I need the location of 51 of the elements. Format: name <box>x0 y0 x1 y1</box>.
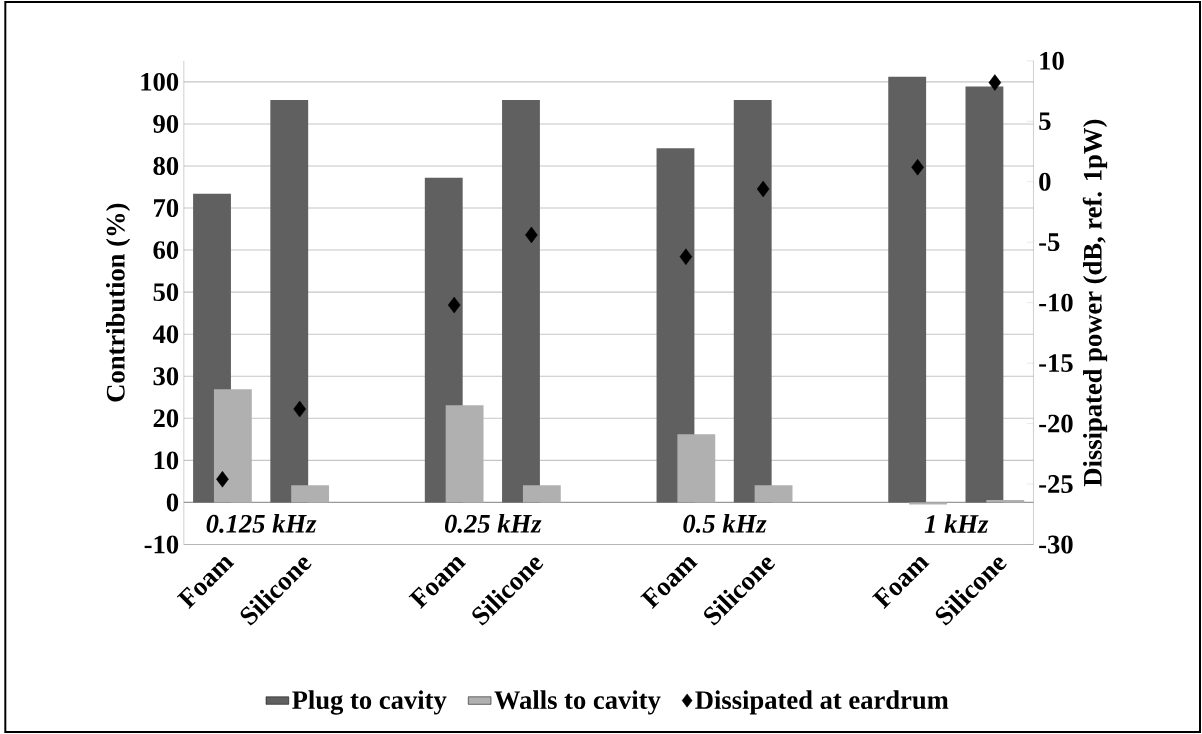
y-tick-label: 50 <box>153 283 179 302</box>
y2-tick-label: -20 <box>1039 414 1073 433</box>
bar <box>445 405 484 503</box>
y2-tick-label: -5 <box>1039 233 1060 252</box>
bar <box>677 434 716 503</box>
annotation: 1 kHz <box>924 514 989 533</box>
annotation: 0.25 kHz <box>444 514 542 533</box>
y-tick-label: 90 <box>153 114 179 133</box>
annotation: 0.5 kHz <box>683 514 767 533</box>
bar <box>754 485 793 503</box>
bar <box>502 99 540 503</box>
y2-tick-label: -15 <box>1039 354 1073 373</box>
y-axis-title: Contribution (%) <box>105 203 131 402</box>
y-tick-label: -10 <box>144 535 179 554</box>
legend-label: Dissipated at eardrum <box>695 690 949 715</box>
point <box>679 248 693 265</box>
y-tick-label: 80 <box>153 157 179 175</box>
y2-tick-label: 0 <box>1039 172 1051 191</box>
point <box>911 159 924 176</box>
y-tick-label: 20 <box>153 409 179 428</box>
y2-axis-title: Dissipated power (dB, ref. 1pW) <box>1082 119 1108 487</box>
bar <box>909 502 947 505</box>
point <box>756 180 770 198</box>
bar <box>522 485 561 503</box>
y-tick-label: 40 <box>152 325 179 344</box>
y2-tick-label: -10 <box>1039 293 1073 312</box>
point <box>525 226 538 244</box>
bar <box>965 86 1004 503</box>
point <box>293 400 306 418</box>
bar <box>733 99 772 503</box>
point <box>988 74 1002 91</box>
annotation: 0.125 kHz <box>206 514 317 533</box>
y-tick-label: 100 <box>141 72 179 91</box>
y2-tick-label: -30 <box>1039 535 1073 554</box>
bar <box>888 76 927 503</box>
y-tick-label: 10 <box>154 451 179 470</box>
y-tick-label: 60 <box>153 241 179 260</box>
point <box>447 296 461 314</box>
y-tick-label: 70 <box>154 199 179 218</box>
y2-tick-label: 5 <box>1039 112 1051 131</box>
y-tick-label: 0 <box>166 493 179 512</box>
bar <box>270 99 309 503</box>
y2-tick-label: 10 <box>1040 51 1064 70</box>
y-tick-label: 30 <box>153 367 179 386</box>
y2-tick-label: -25 <box>1039 475 1073 493</box>
point <box>216 470 229 488</box>
bar <box>291 485 330 503</box>
legend-label: Walls to cavity <box>494 690 661 715</box>
bar <box>656 148 695 503</box>
legend-label: Plug to cavity <box>292 690 447 715</box>
bar <box>213 389 252 503</box>
